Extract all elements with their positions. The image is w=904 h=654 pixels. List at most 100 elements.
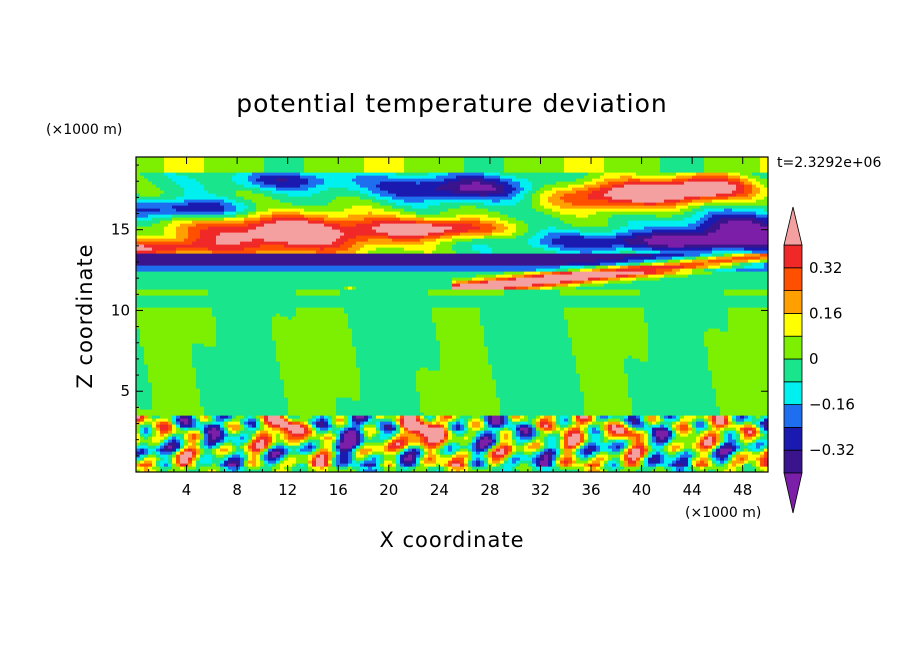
heatmap-cell [304, 454, 309, 458]
heatmap-cell [332, 391, 337, 395]
heatmap-cell [396, 451, 401, 455]
heatmap-cell [532, 469, 537, 472]
heatmap-cell [388, 376, 393, 380]
heatmap-cell [308, 442, 313, 446]
heatmap-cell [752, 385, 757, 389]
heatmap-cell [472, 376, 477, 380]
heatmap-cell [388, 430, 393, 434]
heatmap-cell [252, 382, 257, 386]
heatmap-cell [728, 466, 733, 470]
heatmap-cell [352, 469, 357, 472]
heatmap-cell [452, 403, 457, 407]
heatmap-cell [220, 376, 225, 380]
heatmap-cell [748, 424, 753, 428]
heatmap-cell [660, 394, 665, 398]
heatmap-cell [356, 439, 361, 443]
heatmap-cell [456, 394, 461, 398]
heatmap-cell [544, 379, 549, 383]
heatmap-cell [456, 448, 461, 452]
heatmap-cell [736, 400, 741, 404]
heatmap-cell [276, 415, 281, 419]
heatmap-cell [564, 469, 569, 472]
heatmap-cell [760, 454, 765, 458]
heatmap-cell [396, 391, 401, 395]
heatmap-cell [420, 433, 425, 437]
heatmap-cell [536, 448, 541, 452]
heatmap-cell [184, 382, 189, 386]
heatmap-cell [236, 412, 241, 416]
heatmap-cell [572, 391, 577, 395]
heatmap-cell [328, 448, 333, 452]
heatmap-cell [232, 382, 237, 386]
heatmap-cell [200, 376, 205, 380]
heatmap-cell [536, 403, 541, 407]
heatmap-cell [560, 469, 565, 472]
heatmap-cell [556, 421, 561, 425]
heatmap-cell [144, 469, 149, 472]
heatmap-cell [744, 463, 749, 467]
heatmap-cell [512, 463, 517, 467]
heatmap-cell [224, 391, 229, 395]
heatmap-cell [460, 376, 465, 380]
heatmap-cell [324, 406, 329, 410]
heatmap-cell [276, 385, 281, 389]
heatmap-cell [524, 427, 529, 431]
heatmap-cell [344, 424, 349, 428]
heatmap-cell [176, 409, 181, 413]
heatmap-cell [696, 448, 701, 452]
heatmap-cell [504, 400, 509, 404]
heatmap-cell [236, 430, 241, 434]
heatmap-cell [532, 439, 537, 443]
heatmap-cell [300, 400, 305, 404]
heatmap-cell [268, 394, 273, 398]
heatmap-cell [524, 409, 529, 413]
heatmap-cell [760, 427, 765, 431]
heatmap-cell [184, 424, 189, 428]
heatmap-cell [188, 394, 193, 398]
heatmap-cell [756, 400, 761, 404]
heatmap-cell [428, 454, 433, 458]
heatmap-cell [496, 409, 501, 413]
heatmap-cell [564, 403, 569, 407]
heatmap-cell [488, 463, 493, 467]
heatmap-cell [596, 436, 601, 440]
heatmap-cell [240, 376, 245, 380]
heatmap-cell [228, 463, 233, 467]
heatmap-cell [616, 442, 621, 446]
heatmap-cell [208, 427, 213, 431]
heatmap-cell [408, 466, 413, 470]
heatmap-cell [188, 460, 193, 464]
heatmap-cell [580, 424, 585, 428]
heatmap-cell [396, 430, 401, 434]
heatmap-cell [428, 460, 433, 464]
heatmap-cell [684, 454, 689, 458]
heatmap-cell [472, 400, 477, 404]
heatmap-cell [756, 409, 761, 413]
heatmap-cell [392, 409, 397, 413]
heatmap-cell [656, 412, 661, 416]
heatmap-cell [304, 460, 309, 464]
heatmap-cell [424, 427, 429, 431]
heatmap-cell [504, 394, 509, 398]
heatmap-cell [556, 403, 561, 407]
heatmap-cell [564, 442, 569, 446]
heatmap-cell [688, 451, 693, 455]
heatmap-cell [272, 385, 277, 389]
heatmap-cell [380, 421, 385, 425]
heatmap-cell [580, 379, 585, 383]
heatmap-cell [704, 460, 709, 464]
heatmap-cell [212, 448, 217, 452]
heatmap-cell [652, 406, 657, 410]
heatmap-cell [136, 430, 141, 434]
heatmap-cell [188, 424, 193, 428]
heatmap-cell [760, 400, 765, 404]
heatmap-cell [568, 430, 573, 434]
heatmap-cell [564, 454, 569, 458]
heatmap-cell [492, 442, 497, 446]
heatmap-cell [544, 463, 549, 467]
heatmap-cell [268, 445, 273, 449]
heatmap-cell [412, 460, 417, 464]
heatmap-cell [700, 385, 705, 389]
heatmap-cell [324, 421, 329, 425]
heatmap-cell [416, 460, 421, 464]
